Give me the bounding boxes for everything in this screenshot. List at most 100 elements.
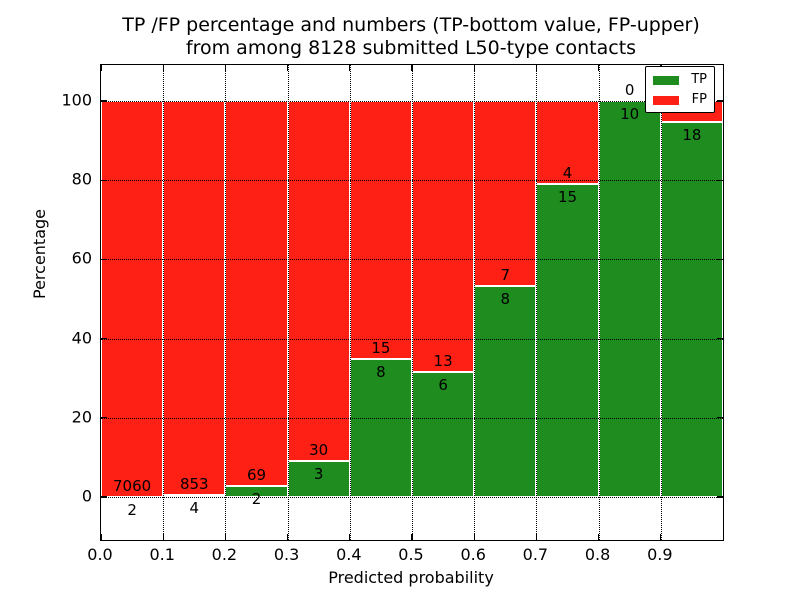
y-tick-right [717,179,723,181]
tp-count-label: 8 [500,289,511,308]
y-tick-right [717,100,723,102]
x-tick-top [411,65,413,71]
y-tick-label: 20 [71,407,92,427]
chart-title-line1: TP /FP percentage and numbers (TP-bottom… [122,14,700,36]
v-gridline [163,65,165,540]
x-tick-top [224,65,227,71]
x-tick-bottom [411,534,413,540]
fp-bar-segment [287,101,350,461]
chart-title-line2: from among 8128 submitted L50-type conta… [185,37,637,59]
x-tick-bottom [349,534,351,540]
tp-bar-segment [598,101,661,497]
y-tick-left [101,338,107,340]
tp-bar-segment [287,461,350,497]
fp-count-label: 0 [624,81,635,99]
y-tick-left [101,258,107,261]
x-tick-label: 0.7 [522,545,549,564]
chart-title: TP /FP percentage and numbers (TP-bottom… [100,14,722,60]
v-gridline [660,65,662,540]
x-tick-label: 0.2 [211,545,238,564]
x-tick-top [473,65,475,71]
y-tick-left [101,417,107,419]
y-tick-right [717,417,723,419]
legend-label-fp: FP [691,92,707,107]
fp-count-label: 7060 [113,476,152,495]
v-gridline [536,65,538,540]
fp-bar-segment [412,101,475,372]
tp-bar-segment [474,285,537,497]
x-tick-bottom [473,534,475,540]
plot-area: 7060 2 853 4 69 2 30 3 15 8 13 6 7 8 4 15 0 10 18 [100,64,724,541]
legend-label-tp: TP [691,72,707,87]
y-tick-right [717,496,723,498]
legend-item-fp: FP [653,92,707,108]
v-gridline [474,65,476,540]
fp-count-label: 30 [309,441,329,459]
x-tick-top [535,65,538,71]
y-tick-right [717,258,723,261]
x-tick-top [162,65,164,71]
x-tick-top [287,65,289,71]
fp-count-label: 69 [246,465,267,484]
fp-bar-segment [474,101,537,286]
tp-bar-segment [412,371,475,497]
y-tick-left [101,496,107,498]
v-gridline [598,65,600,540]
tp-count-label: 8 [376,363,386,382]
v-gridline [287,65,289,540]
tp-count-label: 2 [251,489,262,508]
v-gridline [225,65,227,540]
v-gridline [412,65,413,540]
fp-bar-segment [349,101,412,360]
x-axis-label: Predicted probability [328,568,494,587]
tp-count-label: 2 [127,500,137,519]
fp-count-label: 4 [562,164,573,183]
fp-bar-segment [163,101,226,496]
x-tick-bottom [535,534,538,540]
y-tick-left [101,100,107,102]
v-gridline [349,65,351,540]
x-tick-bottom [162,534,164,540]
legend-item-tp: TP [653,72,707,88]
tp-count-label: 4 [189,499,200,518]
y-tick-left [101,179,107,181]
tp-count-label: 3 [313,465,324,483]
y-tick-label: 60 [71,248,92,268]
y-tick-right [717,338,723,340]
y-tick-label: 100 [61,90,92,110]
tp-swatch-icon [653,75,679,85]
x-tick-bottom [224,534,227,540]
fp-bar-segment [536,101,599,185]
x-tick-bottom [598,534,600,540]
x-tick-label: 0.6 [460,545,486,564]
tp-count-label: 15 [557,188,578,207]
tp-bar-segment [660,121,723,497]
tp-count-label: 10 [620,105,640,123]
y-tick-label: 0 [81,486,92,506]
legend: TP FP [645,66,715,113]
x-tick-top [100,65,102,71]
fp-swatch-icon [653,95,679,105]
fp-count-label: 15 [371,339,391,358]
y-tick-label: 40 [71,328,92,348]
x-tick-label: 0.0 [87,545,113,564]
x-tick-label: 0.5 [398,545,424,564]
x-tick-bottom [100,534,102,540]
x-tick-top [598,65,600,71]
x-tick-bottom [287,534,289,540]
x-tick-label: 0.8 [584,545,611,564]
x-tick-label: 0.4 [336,545,362,564]
fp-count-label: 13 [433,351,453,370]
y-tick-label: 80 [71,169,92,189]
tp-bar-segment [536,184,599,497]
tp-count-label: 18 [682,125,702,144]
fp-count-label: 853 [179,475,209,494]
fp-count-label: 7 [500,265,511,284]
x-tick-label: 0.3 [273,545,300,564]
fp-bar-segment [225,101,288,486]
fp-bar-segment [101,101,164,497]
tp-count-label: 6 [438,375,448,394]
x-tick-label: 0.1 [149,545,175,564]
x-tick-top [349,65,351,71]
